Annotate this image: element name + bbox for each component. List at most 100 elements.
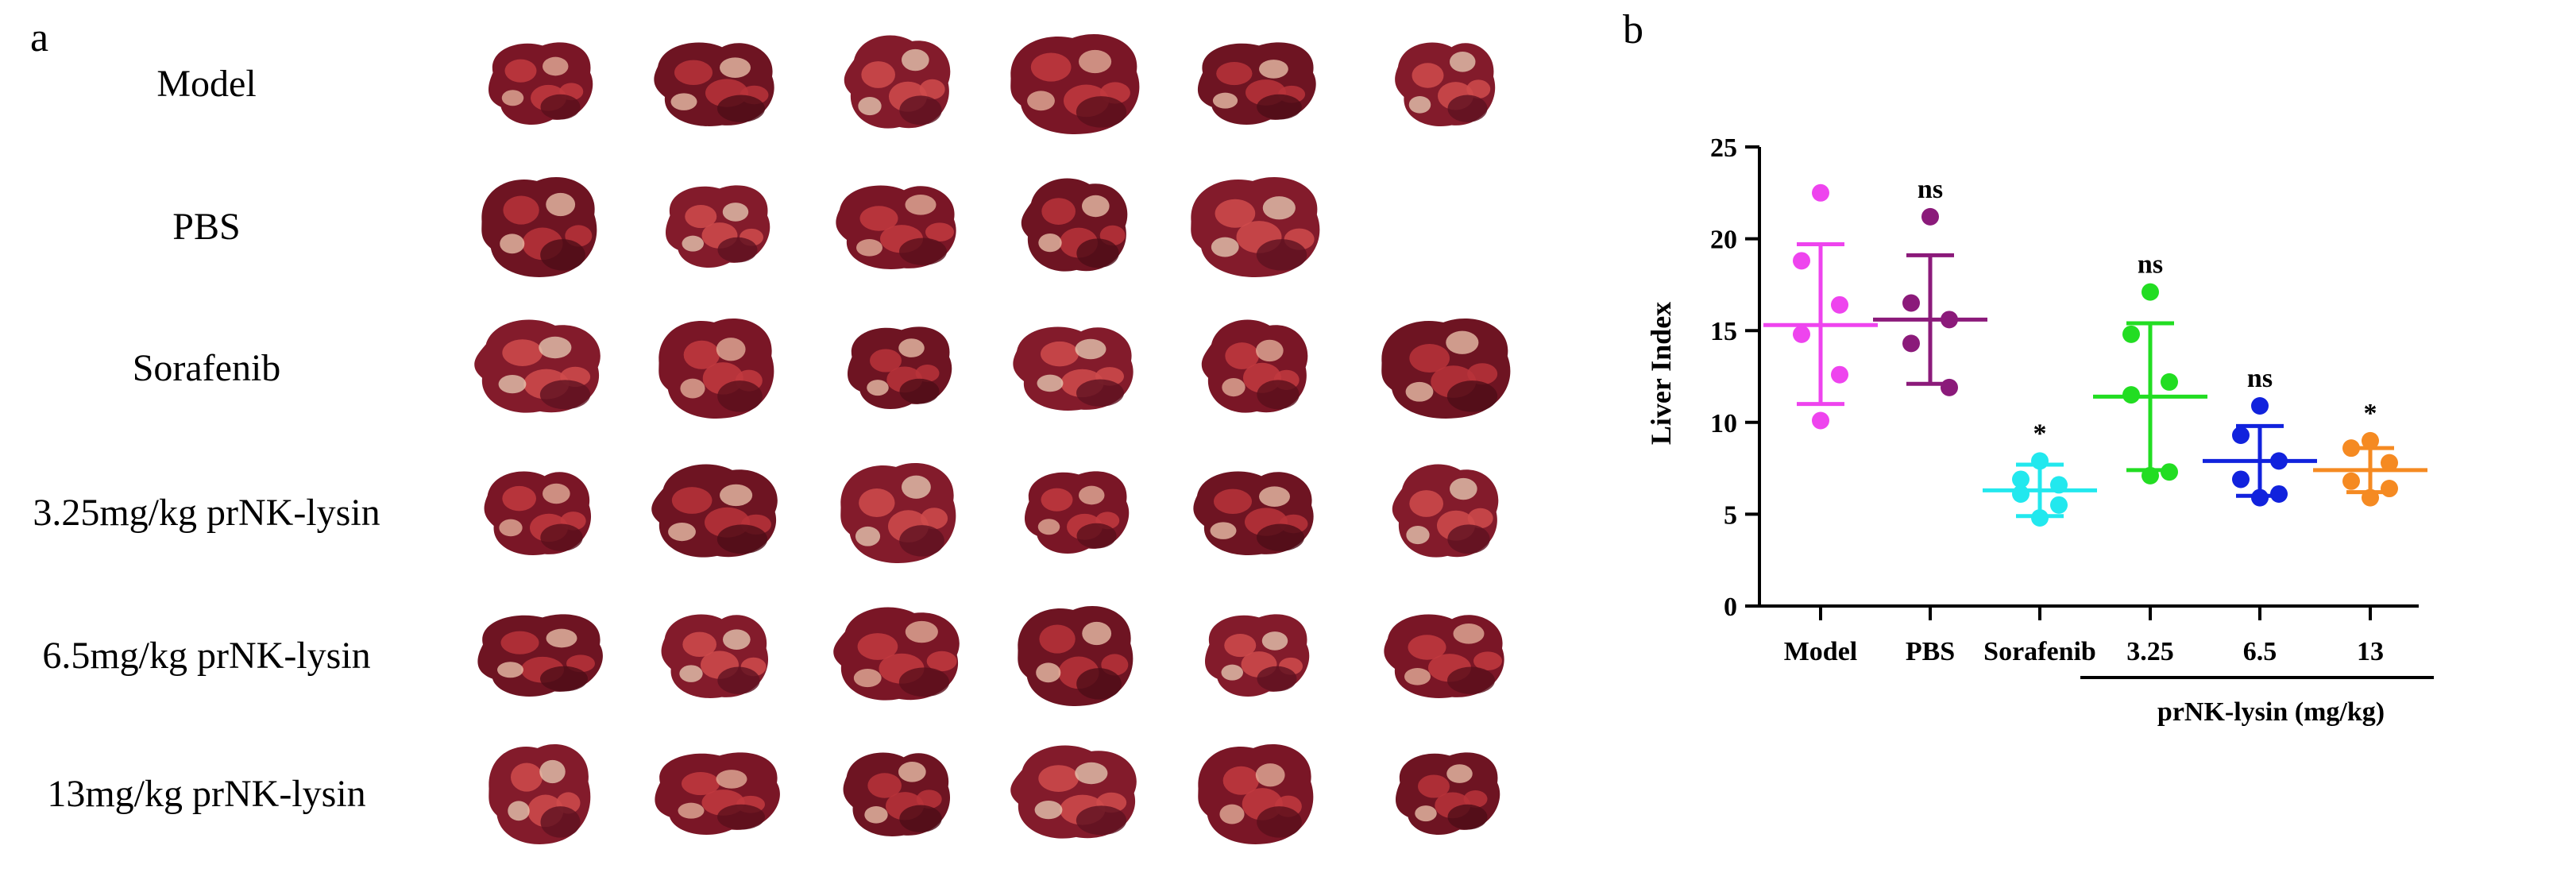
panel-b: b Liver Index prNK-lysin (mg/kg) 0 5 10 15 2… [1620, 0, 2576, 888]
x-tick-label: 13 [2357, 637, 2384, 666]
panel-a-letter: a [30, 15, 49, 60]
data-point [2122, 386, 2140, 404]
liver-photo [1010, 33, 1140, 134]
liver-photo [654, 41, 774, 126]
data-point [2050, 476, 2068, 494]
liver-photo [1193, 470, 1314, 555]
liver-photo [1392, 463, 1499, 558]
liver-photo [1198, 743, 1314, 844]
row-label: 3.25mg/kg prNK-lysin [33, 492, 380, 534]
x-bracket-title: prNK-lysin (mg/kg) [2157, 697, 2385, 727]
data-point [2362, 431, 2379, 450]
liver-photo [843, 751, 951, 836]
y-tick-label: 5 [1724, 500, 1737, 530]
y-tick-label: 0 [1724, 593, 1737, 622]
data-point [1812, 411, 1829, 430]
significance-label: ns [1918, 175, 1943, 204]
significance-label: * [2364, 399, 2377, 428]
liver-index-chart: Liver Index prNK-lysin (mg/kg) 0 5 10 15 20 2… [1645, 133, 2434, 727]
x-tick-label: 6.5 [2243, 637, 2277, 666]
liver-photo [840, 462, 956, 563]
row-label: 13mg/kg prNK-lysin [47, 773, 366, 815]
liver-photo [1191, 176, 1320, 277]
data-point [1793, 252, 1810, 270]
x-tick-label: PBS [1906, 637, 1955, 666]
data-point [2161, 373, 2178, 391]
liver-photo [477, 613, 603, 697]
liver-photo [655, 751, 780, 835]
liver-photo [836, 184, 956, 269]
data-point [2342, 472, 2360, 490]
data-point [1941, 311, 1958, 329]
liver-photo [1197, 41, 1316, 125]
liver-photo [847, 326, 952, 409]
data-point [2142, 283, 2159, 301]
row-label: Model [156, 63, 257, 105]
data-point [2270, 452, 2288, 470]
data-point [2232, 426, 2250, 444]
data-point [2381, 454, 2398, 472]
data-point [1902, 294, 1920, 312]
data-point [2012, 470, 2030, 488]
significance-label: ns [2247, 364, 2273, 393]
x-tick-label: Sorafenib [1983, 637, 2096, 666]
y-tick-label: 15 [1710, 317, 1737, 346]
data-point [1902, 334, 1920, 353]
liver-photo [1013, 326, 1134, 411]
liver-photo [488, 41, 593, 125]
data-point [1831, 365, 1848, 384]
data-point [2362, 488, 2379, 507]
liver-photo [1381, 318, 1511, 419]
liver-photo [651, 463, 778, 558]
data-point [2031, 452, 2049, 470]
x-tick-label: 3.25 [2126, 637, 2174, 666]
x-tick-label: Model [1784, 637, 1858, 666]
liver-photo [1395, 41, 1496, 126]
liver-photo [833, 606, 960, 701]
data-point [2012, 485, 2030, 503]
liver-photo [665, 184, 770, 268]
data-point [2232, 470, 2250, 488]
liver-photo [1384, 613, 1504, 698]
liver-photo [1395, 751, 1500, 835]
liver-photo [1010, 744, 1137, 839]
liver-photo [474, 319, 601, 413]
data-point [2270, 485, 2288, 503]
data-point [2050, 496, 2068, 514]
y-tick-label: 10 [1710, 409, 1737, 438]
liver-photo [481, 176, 597, 277]
data-point [1831, 295, 1848, 314]
y-tick-label: 20 [1710, 226, 1737, 255]
significance-label: * [2033, 419, 2047, 448]
data-point [2122, 325, 2140, 343]
liver-photo [484, 470, 592, 555]
panel-a: a Model PBS Sorafenib 3.25mg/kg prNK-lysin 6… [30, 15, 1511, 844]
liver-photo [1024, 470, 1130, 554]
data-point [2342, 439, 2360, 458]
data-point [2381, 480, 2398, 498]
row-label: 6.5mg/kg prNK-lysin [42, 635, 371, 677]
liver-photo [1201, 319, 1308, 413]
liver-photo [844, 34, 951, 129]
y-axis-title: Liver Index [1645, 302, 1677, 445]
liver-photo [1204, 613, 1310, 697]
data-point [1941, 378, 1958, 396]
data-point [2031, 509, 2049, 527]
data-point [2251, 488, 2269, 507]
data-point [1793, 325, 1810, 343]
liver-photo [661, 613, 769, 698]
data-point [2251, 396, 2269, 415]
data-point [2142, 466, 2159, 485]
row-label: PBS [172, 206, 241, 248]
liver-photo [489, 743, 591, 844]
data-point [1812, 183, 1829, 202]
significance-label: ns [2138, 250, 2163, 280]
data-point [1921, 207, 1939, 226]
y-tick-label: 25 [1710, 133, 1737, 163]
liver-photo [658, 318, 774, 419]
row-label: Sorafenib [132, 347, 281, 389]
data-point [2161, 463, 2178, 481]
panel-b-letter: b [1623, 7, 1643, 52]
liver-photo [1021, 177, 1128, 272]
liver-photo [1018, 605, 1134, 706]
